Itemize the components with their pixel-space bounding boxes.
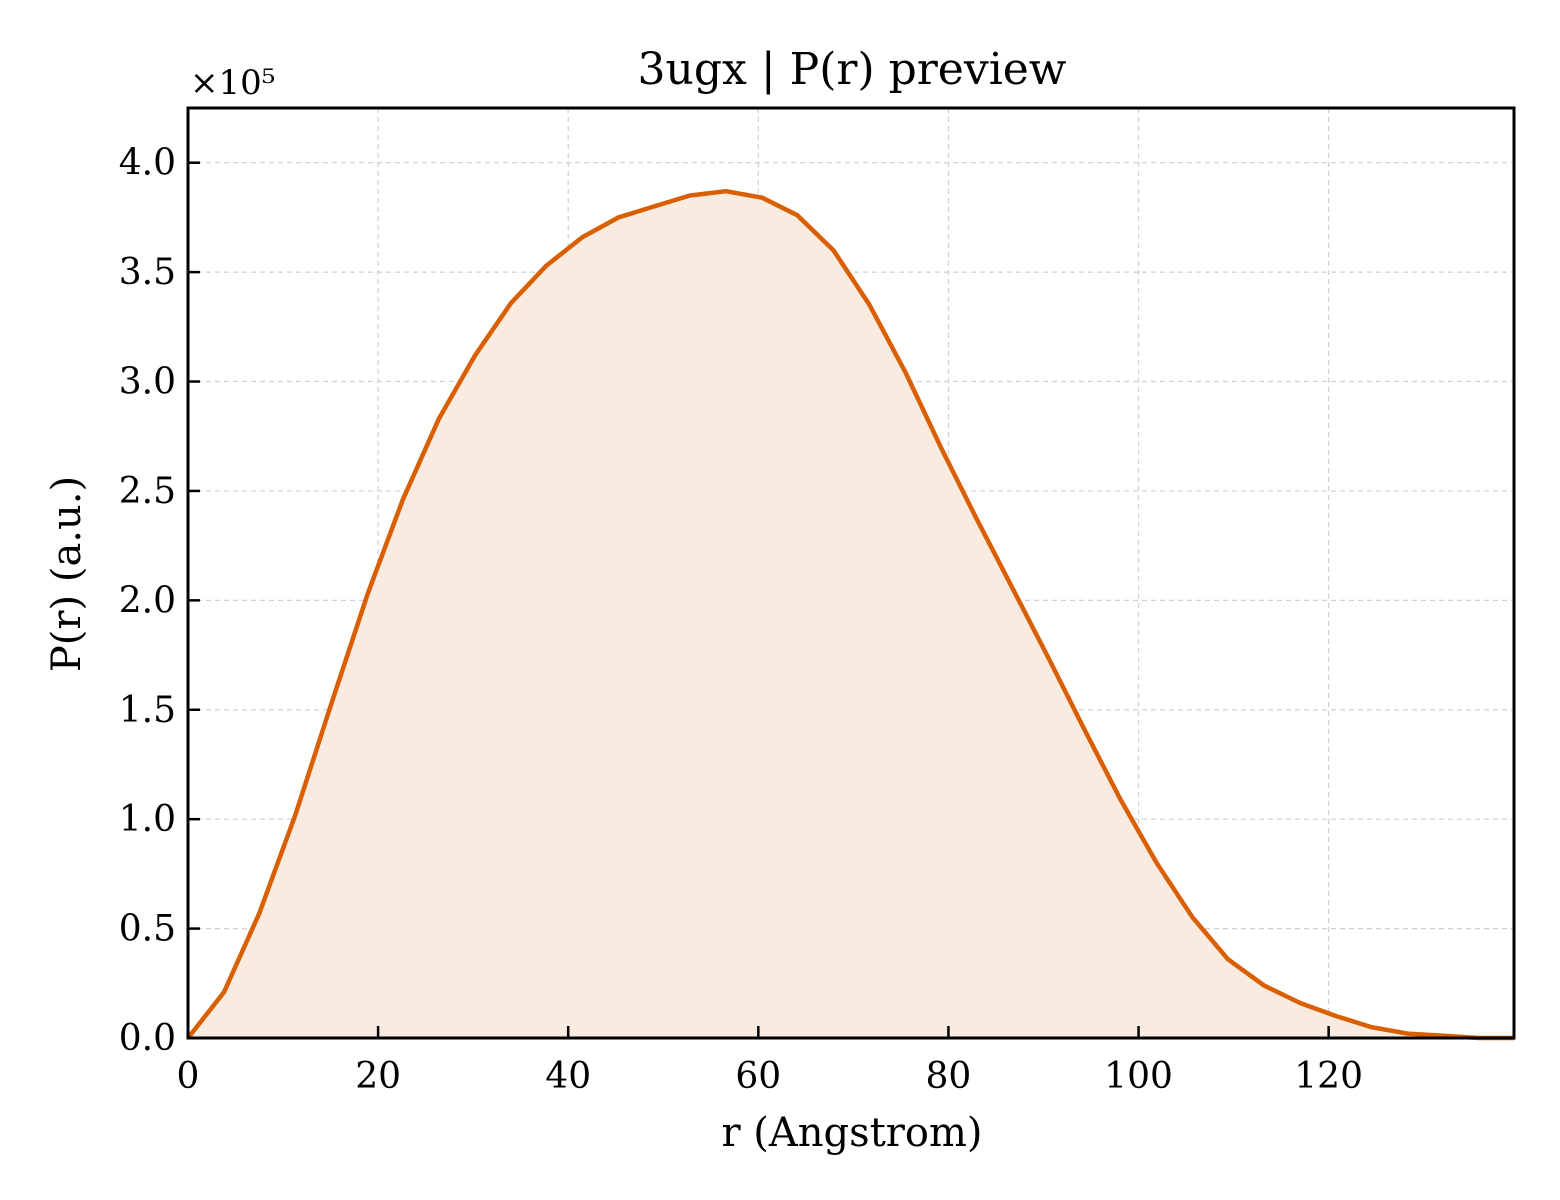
x-tick-label: 20 (355, 1056, 401, 1097)
series-line (186, 188, 1514, 1041)
y-axis-multiplier: ×10⁵ (190, 63, 275, 103)
y-axis-label: P(r) (a.u.) (44, 476, 90, 672)
x-tick-label: 0 (177, 1056, 200, 1097)
y-tick-label: 3.0 (119, 362, 176, 403)
x-axis-label: r (Angstrom) (721, 1110, 982, 1156)
chart-title: 3ugx | P(r) preview (638, 44, 1067, 95)
y-tick-label: 0.5 (119, 909, 176, 950)
y-tick-label: 4.0 (119, 143, 176, 184)
y-tick-label: 2.0 (119, 580, 176, 621)
x-tick-label: 80 (926, 1056, 972, 1097)
plot-frame (186, 106, 1516, 1040)
x-tick-label: 60 (735, 1056, 781, 1097)
axis-ticks: 0 20 40 60 80 100 120 0.0 0.5 1.0 1.5 2.0 2.5 3.0 3.5 4… (119, 143, 1363, 1097)
area-fill (188, 191, 1514, 1038)
y-tick-label: 2.5 (119, 471, 176, 512)
x-tick-label: 120 (1294, 1056, 1363, 1097)
y-tick-label: 1.0 (119, 799, 176, 840)
y-tick-label: 0.0 (119, 1018, 176, 1059)
y-tick-label: 3.5 (119, 252, 176, 293)
y-tick-label: 1.5 (119, 690, 176, 731)
x-tick-label: 40 (545, 1056, 591, 1097)
x-tick-label: 100 (1104, 1056, 1173, 1097)
